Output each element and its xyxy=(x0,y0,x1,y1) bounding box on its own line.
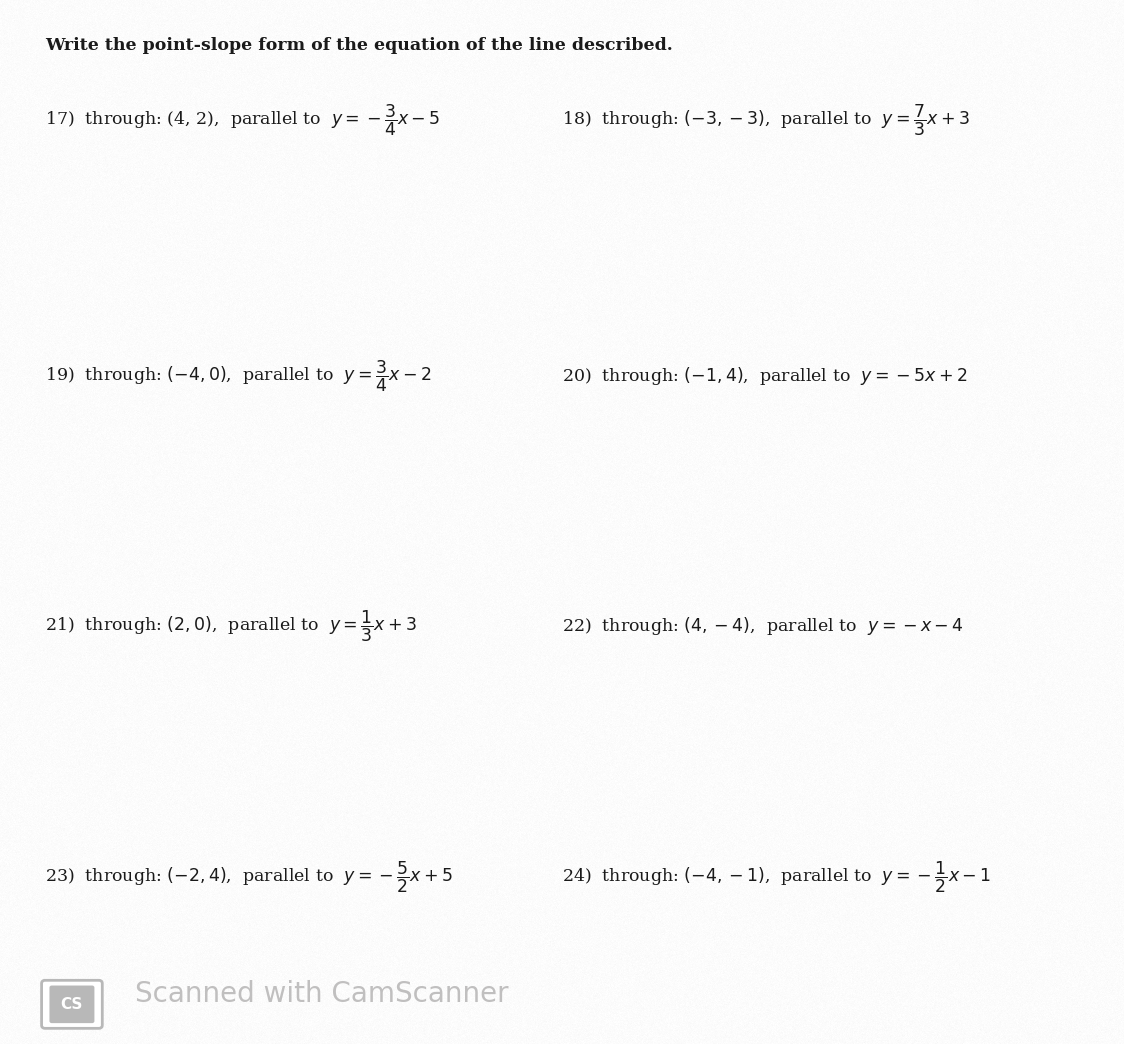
FancyBboxPatch shape xyxy=(49,986,94,1023)
Text: 18)  through: $(-3, -3)$,  parallel to  $y = \dfrac{7}{3}x + 3$: 18) through: $(-3, -3)$, parallel to $y … xyxy=(562,102,970,138)
Text: 24)  through: $(-4, -1)$,  parallel to  $y = -\dfrac{1}{2}x - 1$: 24) through: $(-4, -1)$, parallel to $y … xyxy=(562,859,991,895)
Text: 22)  through: $(4, -4)$,  parallel to  $y = -x - 4$: 22) through: $(4, -4)$, parallel to $y =… xyxy=(562,615,964,638)
Text: 17)  through: (4, 2),  parallel to  $y = -\dfrac{3}{4}x - 5$: 17) through: (4, 2), parallel to $y = -\… xyxy=(45,102,441,138)
Text: CS: CS xyxy=(61,997,83,1012)
Text: 19)  through: $(-4, 0)$,  parallel to  $y = \dfrac{3}{4}x - 2$: 19) through: $(-4, 0)$, parallel to $y =… xyxy=(45,358,432,394)
Text: Write the point-slope form of the equation of the line described.: Write the point-slope form of the equati… xyxy=(45,37,672,53)
FancyBboxPatch shape xyxy=(42,980,102,1028)
Text: 20)  through: $(-1, 4)$,  parallel to  $y = -5x + 2$: 20) through: $(-1, 4)$, parallel to $y =… xyxy=(562,364,968,387)
Text: 23)  through: $(-2, 4)$,  parallel to  $y = -\dfrac{5}{2}x + 5$: 23) through: $(-2, 4)$, parallel to $y =… xyxy=(45,859,453,895)
Text: 21)  through: $(2, 0)$,  parallel to  $y = \dfrac{1}{3}x + 3$: 21) through: $(2, 0)$, parallel to $y = … xyxy=(45,609,417,644)
Text: Scanned with CamScanner: Scanned with CamScanner xyxy=(135,980,508,1007)
